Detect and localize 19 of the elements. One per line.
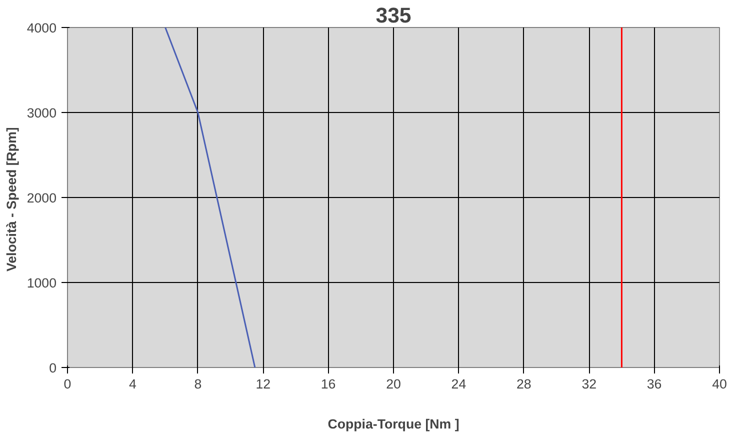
x-tick-label: 32 bbox=[582, 376, 597, 392]
y-tick-label: 2000 bbox=[26, 190, 57, 206]
x-axis-title: Coppia-Torque [Nm ] bbox=[328, 416, 460, 432]
x-tick-label: 12 bbox=[256, 376, 271, 392]
chart-title: 335 bbox=[376, 4, 412, 28]
x-tick-label: 0 bbox=[64, 376, 72, 392]
y-tick-label: 1000 bbox=[26, 276, 57, 290]
y-tick-label: 3000 bbox=[26, 106, 57, 120]
x-tick-label: 28 bbox=[516, 376, 532, 392]
x-tick-label: 40 bbox=[712, 376, 727, 392]
x-tick-label: 4 bbox=[128, 376, 137, 392]
y-tick-label: 0 bbox=[49, 360, 57, 376]
y-tick-label: 4000 bbox=[26, 20, 57, 36]
x-tick-label: 20 bbox=[386, 376, 401, 392]
y-axis-title: Velocità - Speed [Rpm] bbox=[4, 127, 19, 272]
x-tick-label: 8 bbox=[194, 376, 202, 392]
x-tick-label: 16 bbox=[320, 376, 336, 392]
x-tick-label: 36 bbox=[646, 376, 662, 392]
x-tick-label: 24 bbox=[451, 376, 467, 392]
